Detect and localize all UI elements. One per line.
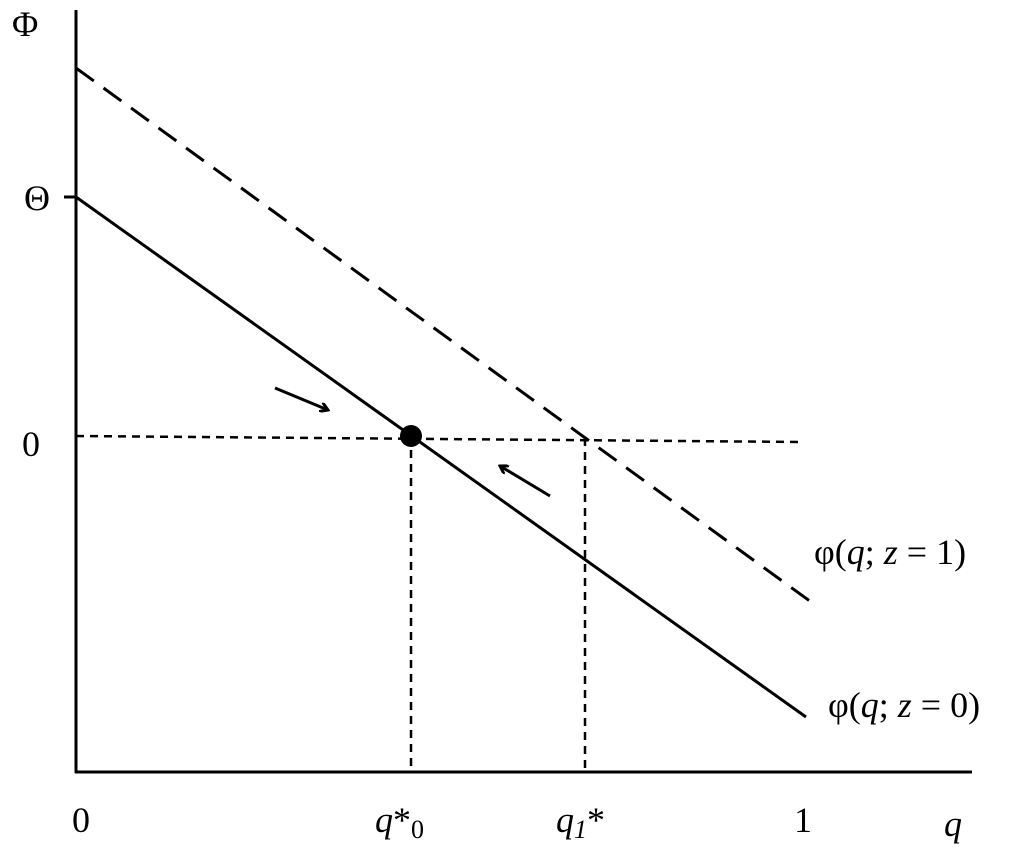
x-label-part: 1: [794, 800, 812, 840]
label-part: z: [897, 685, 912, 725]
x-label-part: q: [375, 800, 393, 840]
x-label-part: 1: [574, 815, 587, 844]
label-part: = 1): [898, 532, 966, 572]
x-label-part: 0: [72, 800, 90, 840]
arrow: [500, 466, 551, 498]
y-label: 0: [22, 424, 40, 464]
curve-label: φ(q; z = 1): [814, 532, 966, 572]
curve-z1: [75, 66, 819, 609]
y-label: Θ: [24, 178, 50, 218]
label-part: φ(: [828, 685, 861, 725]
arrow: [274, 386, 328, 410]
x-label: q*0: [375, 800, 424, 844]
x-label: 1: [794, 800, 812, 840]
label-part: ;: [865, 532, 884, 572]
curve-z0: [75, 195, 807, 719]
x-label-part: *: [587, 800, 605, 840]
x-title: q: [944, 804, 962, 844]
x-label: 0: [72, 800, 90, 840]
x-label-part: q: [556, 800, 574, 840]
curve-label: φ(q; z = 0): [828, 685, 980, 725]
label-part: φ(: [814, 532, 847, 572]
y-title: Φ: [12, 4, 38, 44]
x-label-part: *: [393, 800, 411, 840]
label-part: ;: [879, 685, 898, 725]
label-part: z: [883, 532, 898, 572]
label-part: q: [861, 685, 879, 725]
equilibrium-point: [400, 425, 422, 447]
x-label-part: 0: [411, 815, 424, 844]
zero-line: [75, 434, 803, 444]
label-part: q: [847, 532, 865, 572]
x-label: q1*: [556, 800, 605, 844]
label-part: = 0): [912, 685, 980, 725]
